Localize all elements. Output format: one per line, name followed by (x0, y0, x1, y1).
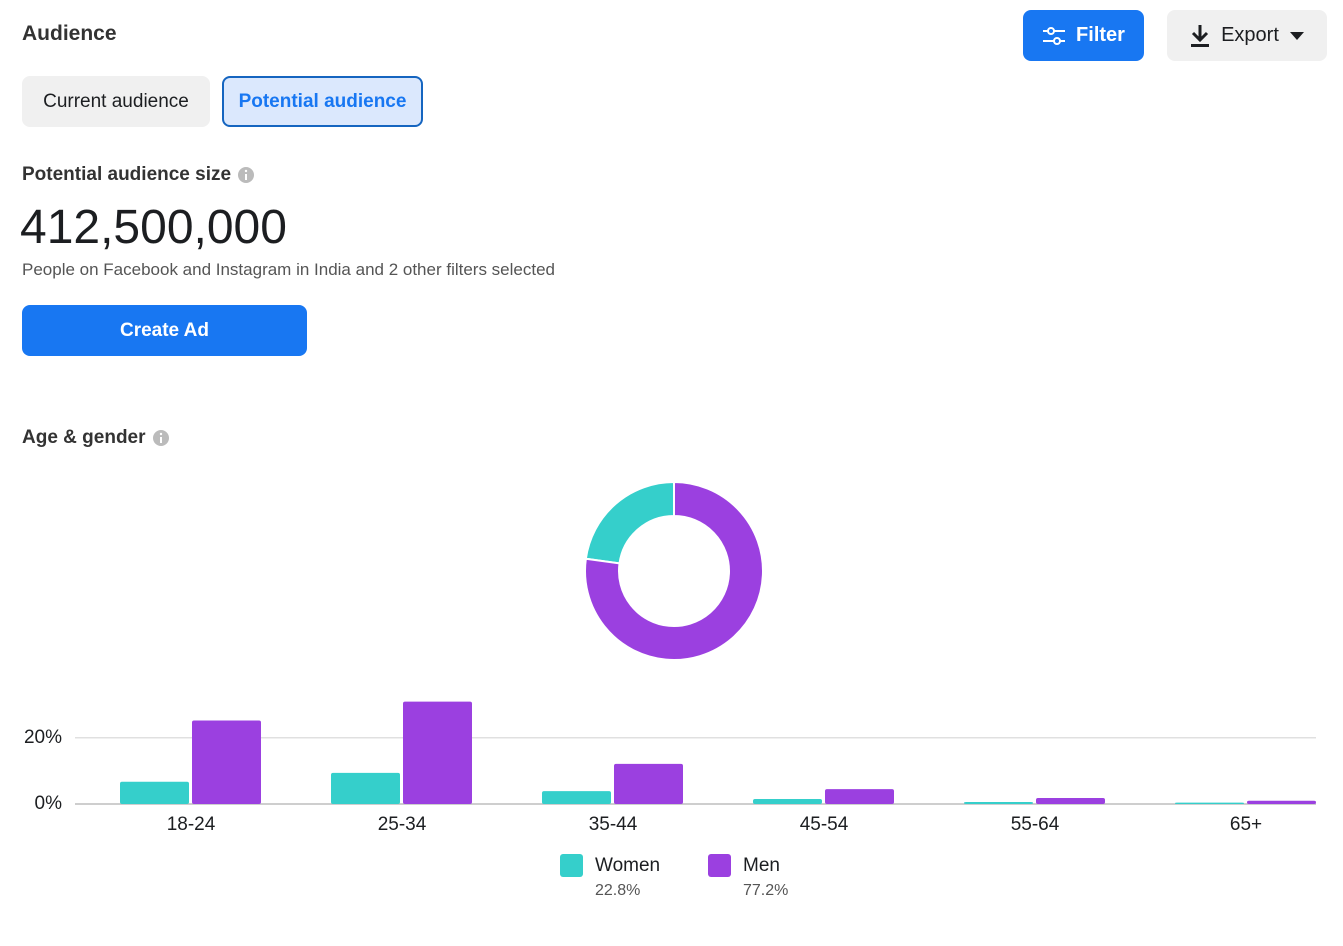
audience-description: People on Facebook and Instagram in Indi… (22, 260, 556, 279)
legend-label: Men (743, 855, 780, 876)
page-title: Audience (22, 22, 117, 45)
legend-percent: 77.2% (743, 882, 788, 899)
bar (120, 781, 189, 804)
filter-icon (1043, 26, 1066, 45)
audience-size: 412,500,000 (20, 201, 287, 254)
x-tick-label: 35-44 (589, 814, 638, 835)
x-tick-label: 55-64 (1011, 814, 1060, 835)
legend-percent: 22.8% (595, 882, 640, 899)
info-icon[interactable] (237, 166, 255, 184)
bar (542, 791, 611, 804)
y-tick-label: 20% (24, 727, 62, 748)
info-icon[interactable] (152, 429, 170, 447)
download-icon (1191, 24, 1210, 47)
bar (753, 799, 822, 804)
tab[interactable]: Current audience (22, 76, 210, 127)
legend-swatch (708, 854, 731, 877)
size-label: Potential audience size (22, 164, 232, 185)
bar (192, 720, 261, 804)
x-tick-label: 18-24 (167, 814, 216, 835)
bar (331, 772, 400, 804)
donut-segment (584, 480, 675, 565)
export-label: Export (1221, 24, 1279, 46)
filter-label: Filter (1076, 24, 1125, 46)
create-ad-button[interactable]: Create Ad (22, 305, 307, 356)
donut-segment (584, 480, 764, 661)
x-tick-label: 65+ (1230, 814, 1262, 835)
bar (1175, 802, 1244, 804)
tab-selected[interactable]: Potential audience (222, 76, 423, 127)
section-title: Age & gender (22, 427, 146, 448)
section-title-row: Age & gender (22, 427, 170, 449)
bar (1036, 798, 1105, 804)
x-tick-label: 45-54 (800, 814, 849, 835)
bar (964, 802, 1033, 804)
bar (1247, 800, 1316, 804)
bar (825, 789, 894, 804)
size-label-row: Potential audience size (22, 164, 255, 186)
bar (614, 763, 683, 804)
caret-icon (1289, 31, 1304, 40)
x-tick-label: 25-34 (378, 814, 427, 835)
export-button[interactable]: Export (1167, 10, 1327, 61)
bar (403, 701, 472, 804)
legend-swatch (560, 854, 583, 877)
legend-label: Women (595, 855, 660, 876)
y-tick-label: 0% (35, 793, 63, 814)
filter-button[interactable]: Filter (1023, 10, 1144, 61)
